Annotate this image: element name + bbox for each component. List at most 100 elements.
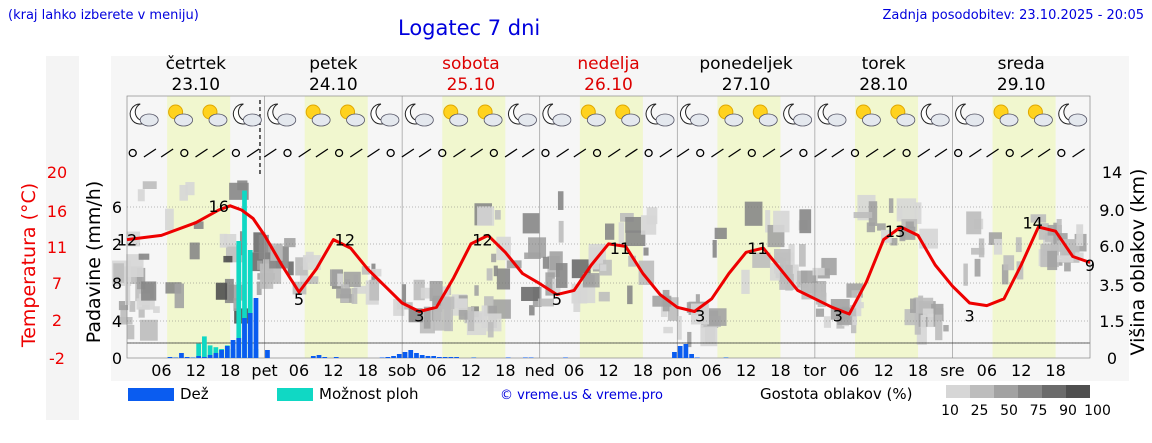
cloud-cell: [474, 285, 479, 296]
day-date: 24.10: [309, 75, 358, 95]
cloud-icon: [1068, 113, 1088, 127]
wind-barb-icon: [968, 148, 982, 158]
rain-bar: [190, 357, 196, 358]
cloud-cell: [963, 263, 968, 286]
cloud-cell: [582, 274, 595, 286]
wind-barb-icon: [814, 148, 827, 158]
wind-barb-icon: [263, 148, 277, 158]
cloud-cell: [542, 256, 550, 269]
rain-bar: [167, 357, 173, 358]
cloud-cell: [529, 305, 535, 316]
cloud-cell: [337, 273, 344, 287]
credit-link[interactable]: © vreme.us & vreme.pro: [500, 388, 663, 403]
calm-wind-icon: [334, 148, 344, 158]
cloud-cell: [494, 210, 501, 220]
cloud-cell: [393, 298, 405, 316]
cloud-cell: [769, 263, 780, 281]
rain-bar: [425, 356, 431, 358]
cloud-cell: [369, 279, 380, 301]
rain-bar: [414, 353, 419, 358]
cloud-cell: [638, 260, 655, 285]
plot-frame: [126, 95, 1091, 359]
rain-bar: [448, 357, 454, 358]
calm-wind-icon: [386, 148, 395, 158]
temperature-label: 12: [472, 231, 492, 250]
temperature-label: 3: [965, 307, 975, 326]
cloud-height-tick: 6.0: [1099, 237, 1124, 256]
x-tick-label: ned: [525, 361, 555, 380]
cloud-icon: [999, 113, 1019, 127]
region-hint[interactable]: (kraj lahko izberete v meniju): [8, 8, 199, 23]
wind-barb-icon: [573, 148, 587, 158]
cloud-cell: [974, 258, 981, 277]
cloud-scale-swatch: [994, 385, 1018, 398]
page-title: Logatec 7 dni: [398, 16, 541, 40]
cloud-cell: [1076, 224, 1084, 247]
precip-axis-label: Padavine (mm/h): [83, 181, 105, 344]
cloud-cell: [1057, 255, 1074, 263]
cloud-cell: [663, 326, 673, 334]
rain-bar: [528, 357, 534, 358]
cloud-cell: [124, 280, 131, 306]
storm-bar: [196, 343, 202, 358]
temperature-tick: -2: [49, 349, 65, 368]
rain-bar: [316, 355, 322, 358]
x-tick-label: 12: [598, 361, 618, 380]
cloud-cell: [625, 230, 646, 247]
precip-tick: 8: [112, 274, 122, 293]
cloud-icon: [552, 113, 572, 127]
rain-bar: [677, 346, 683, 358]
cloud-cell: [522, 213, 540, 234]
cloud-cell: [237, 180, 248, 191]
cloud-cell: [815, 292, 827, 305]
calm-wind-icon: [438, 148, 447, 158]
cloud-scale-swatch: [1018, 385, 1042, 398]
cloud-cell: [153, 306, 160, 313]
x-tick-label: 18: [495, 361, 515, 380]
wind-barb-icon: [470, 148, 484, 158]
storm-bar: [202, 336, 207, 358]
cloud-cell: [141, 281, 157, 301]
day-name: nedelja: [577, 54, 639, 74]
cloud-cell: [136, 298, 155, 310]
cloud-scale-label: 50: [1000, 403, 1018, 419]
storm-legend-swatch: [277, 388, 313, 401]
cloud-cell: [812, 267, 825, 276]
precip-tick: 0: [112, 349, 122, 368]
cloud-cell: [343, 271, 361, 287]
cloud-cell: [914, 202, 922, 224]
x-tick-label: 18: [633, 361, 653, 380]
cloud-cell: [652, 295, 672, 307]
wind-barb-icon: [556, 148, 570, 158]
rain-bar: [184, 357, 190, 358]
cloud-cell: [351, 288, 358, 304]
cloud-icon: [139, 113, 159, 127]
storm-bar: [247, 250, 253, 358]
cloud-cell: [142, 181, 157, 189]
cloud-cell: [1047, 250, 1058, 271]
cloud-icon: [793, 113, 813, 127]
rain-bar: [408, 350, 414, 358]
temperature-label: 13: [885, 222, 905, 241]
cloud-cell: [139, 319, 158, 341]
cloud-icon: [242, 113, 262, 127]
wind-barb-icon: [453, 148, 466, 158]
temperature-label: 5: [552, 290, 562, 309]
precip-tick: 6: [112, 198, 122, 217]
x-tick-label: pon: [662, 361, 692, 380]
temperature-label: 5: [294, 290, 304, 309]
temperature-label: 11: [610, 239, 630, 258]
cloud-cell: [307, 276, 319, 284]
cloud-cell: [868, 201, 878, 226]
wind-barb-icon: [143, 148, 157, 158]
calm-wind-icon: [1057, 148, 1066, 158]
rain-bar: [723, 357, 729, 358]
cloud-icon: [862, 113, 881, 127]
rain-bar: [173, 357, 179, 358]
cloud-cell: [193, 221, 204, 229]
x-tick-label: 06: [289, 361, 309, 380]
cloud-icon: [311, 113, 331, 127]
cloud-cell: [966, 211, 982, 235]
weather-icons-row: [129, 103, 1088, 127]
calm-wind-icon: [799, 148, 808, 158]
